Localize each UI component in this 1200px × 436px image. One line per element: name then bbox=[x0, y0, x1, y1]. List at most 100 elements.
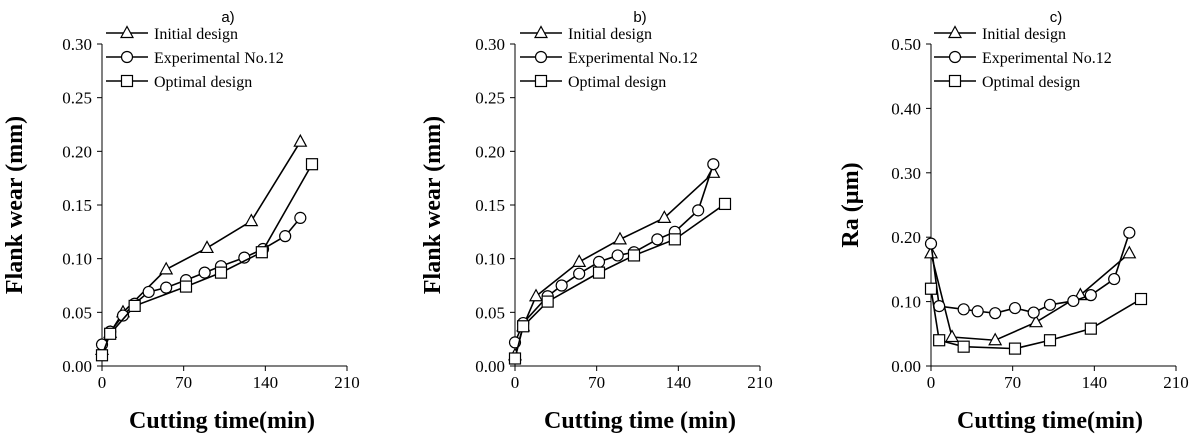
data-point-circle bbox=[707, 158, 720, 171]
series-circle: Experimental No.12 bbox=[95, 50, 307, 351]
legend-marker-triangle bbox=[947, 25, 963, 39]
data-point-square bbox=[1008, 342, 1022, 355]
y-tick-label: 0.50 bbox=[891, 35, 921, 54]
y-axis-title: Ra (µm) bbox=[838, 162, 864, 247]
y-tick-label: 0.05 bbox=[62, 303, 92, 322]
series-square: Optimal design bbox=[95, 74, 319, 362]
series-square: Optimal design bbox=[924, 74, 1148, 355]
legend-label: Initial design bbox=[568, 26, 652, 43]
data-point-circle bbox=[1027, 306, 1040, 319]
data-point-circle bbox=[924, 237, 938, 250]
data-point-triangle bbox=[528, 288, 544, 302]
data-point-circle bbox=[1043, 298, 1057, 311]
y-tick-label: 0.15 bbox=[62, 196, 92, 215]
data-point-circle bbox=[933, 300, 946, 313]
legend-marker-circle bbox=[948, 50, 962, 64]
x-tick-label: 70 bbox=[588, 373, 605, 392]
y-tick-label: 0.30 bbox=[891, 164, 921, 183]
data-point-square bbox=[305, 158, 319, 171]
y-tick-label: 0.10 bbox=[62, 250, 92, 269]
series-circle: Experimental No.12 bbox=[924, 50, 1136, 320]
x-axis-title: Cutting time(min) bbox=[129, 408, 315, 434]
data-point-circle bbox=[142, 285, 155, 299]
legend-label: Experimental No.12 bbox=[982, 50, 1112, 67]
legend-label: Optimal design bbox=[982, 74, 1080, 91]
chart-panel-3: c) 0.00 0.10 0.20 0.30 0.40 0.50 0 70 140 210 Cutti… bbox=[838, 9, 1189, 434]
data-point-triangle bbox=[944, 329, 960, 343]
series-line bbox=[101, 141, 302, 351]
data-point-circle bbox=[1084, 289, 1097, 302]
data-point-square bbox=[957, 340, 970, 353]
data-point-square bbox=[627, 249, 641, 262]
data-point-circle bbox=[116, 309, 130, 322]
data-point-triangle bbox=[1122, 245, 1137, 259]
data-point-circle bbox=[651, 233, 664, 246]
data-point-circle bbox=[1108, 272, 1121, 286]
data-point-square bbox=[214, 266, 228, 279]
y-tick-label: 0.10 bbox=[475, 250, 505, 269]
legend-marker-triangle bbox=[119, 25, 135, 39]
data-point-circle bbox=[611, 249, 624, 262]
data-point-square bbox=[1134, 292, 1148, 306]
series-line bbox=[514, 172, 714, 356]
series-square: Optimal design bbox=[508, 74, 732, 365]
data-point-triangle bbox=[199, 240, 215, 254]
y-tick-label: 0.20 bbox=[62, 142, 92, 161]
data-point-triangle bbox=[572, 254, 587, 267]
data-point-circle bbox=[198, 266, 211, 279]
y-tick-label: 0.00 bbox=[891, 357, 921, 376]
legend-marker-square bbox=[120, 74, 134, 88]
x-tick-label: 140 bbox=[666, 373, 692, 392]
y-tick-label: 0.25 bbox=[62, 89, 92, 108]
x-tick-label: 210 bbox=[1163, 373, 1189, 392]
y-tick-label: 0.30 bbox=[475, 35, 505, 54]
data-point-square bbox=[255, 246, 268, 259]
data-point-circle bbox=[1008, 301, 1022, 315]
data-point-triangle bbox=[159, 261, 174, 275]
data-point-circle bbox=[160, 281, 173, 294]
data-point-circle bbox=[957, 303, 970, 316]
x-tick-label: 0 bbox=[927, 373, 936, 392]
x-axis-title: Cutting time (min) bbox=[544, 408, 736, 434]
legend-label: Experimental No.12 bbox=[154, 50, 284, 67]
x-tick-label: 70 bbox=[175, 373, 192, 392]
x-tick-label: 210 bbox=[747, 373, 773, 392]
data-point-circle bbox=[573, 267, 586, 280]
data-point-square bbox=[592, 266, 606, 279]
data-point-triangle bbox=[244, 213, 259, 227]
chart-panel-1: a) 0.00 0.05 0.10 0.15 0.20 0.25 0.30 0 70 140 210 C… bbox=[2, 9, 360, 434]
data-point-circle bbox=[1123, 226, 1136, 239]
y-axis-title: Flank wear (mm) bbox=[2, 116, 28, 294]
data-point-square bbox=[924, 282, 938, 295]
data-point-square bbox=[668, 233, 681, 246]
legend-marker-circle bbox=[120, 50, 134, 64]
y-tick-label: 0.15 bbox=[475, 196, 505, 215]
data-point-square bbox=[95, 349, 109, 362]
data-point-triangle bbox=[1028, 314, 1044, 328]
data-point-circle bbox=[989, 307, 1002, 320]
data-point-triangle bbox=[657, 210, 672, 223]
data-point-square bbox=[128, 299, 141, 312]
data-point-square bbox=[1084, 322, 1097, 335]
x-tick-label: 0 bbox=[98, 373, 107, 392]
x-tick-label: 210 bbox=[334, 373, 360, 392]
data-point-square bbox=[508, 352, 522, 365]
series-line bbox=[101, 163, 313, 356]
series-circle: Experimental No.12 bbox=[508, 50, 720, 349]
y-tick-label: 0.00 bbox=[475, 357, 505, 376]
data-point-square bbox=[933, 334, 946, 347]
data-point-circle bbox=[1067, 294, 1080, 308]
data-point-square bbox=[517, 320, 530, 333]
data-point-triangle bbox=[293, 133, 308, 147]
x-tick-label: 0 bbox=[511, 373, 520, 392]
series-triangle: Initial design bbox=[923, 25, 1137, 346]
legend-label: Optimal design bbox=[568, 74, 666, 91]
chart-panel-2: b) 0.00 0.05 0.10 0.15 0.20 0.25 0.30 0 70 140 210 C… bbox=[420, 9, 773, 434]
data-point-circle bbox=[592, 255, 606, 268]
legend-label: Experimental No.12 bbox=[568, 50, 698, 67]
data-point-square bbox=[104, 327, 117, 340]
data-point-circle bbox=[692, 204, 705, 217]
y-tick-label: 0.30 bbox=[62, 35, 92, 54]
y-axis-title: Flank wear (mm) bbox=[420, 116, 446, 294]
legend-marker-circle bbox=[534, 50, 548, 64]
